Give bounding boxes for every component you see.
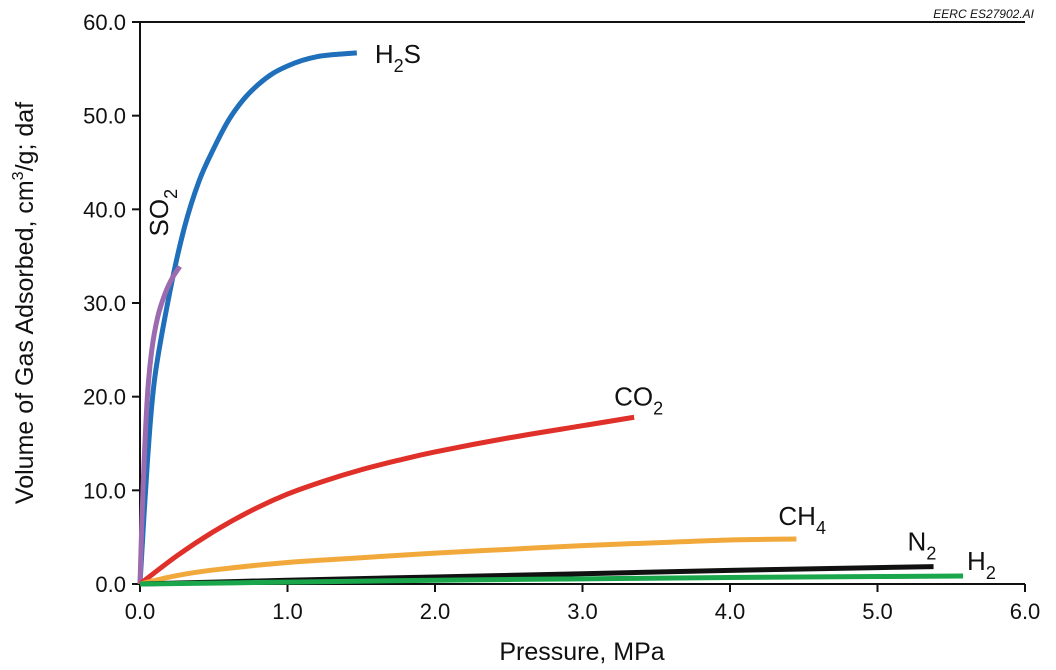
y-axis-title-sup: 3: [10, 171, 27, 180]
credit-label: EERC ES27902.AI: [933, 7, 1034, 21]
x-tick-label: 6.0: [1010, 599, 1041, 624]
y-tick-label: 20.0: [83, 385, 126, 410]
y-tick-label: 10.0: [83, 478, 126, 503]
series-label-so2: SO2: [144, 189, 181, 237]
y-tick-label: 30.0: [83, 291, 126, 316]
y-tick-label: 40.0: [83, 197, 126, 222]
x-axis-title: Pressure, MPa: [499, 638, 664, 666]
x-tick-label: 5.0: [862, 599, 893, 624]
x-tick-label: 0.0: [125, 599, 156, 624]
x-tick-label: 2.0: [420, 599, 451, 624]
x-tick-label: 3.0: [567, 599, 598, 624]
y-tick-label: 0.0: [95, 572, 126, 597]
y-tick-label: 60.0: [83, 10, 126, 35]
series-label-h2: H2: [967, 546, 996, 583]
series-label-ch4: CH4: [778, 501, 826, 538]
series-label-n2: N2: [908, 527, 937, 564]
series-line-h2s: [137, 50, 358, 585]
y-axis-title: Volume of Gas Adsorbed, cm3/g; daf: [10, 102, 39, 504]
x-tick-label: 1.0: [272, 599, 303, 624]
y-axis-title-main: Volume of Gas Adsorbed, cm: [11, 180, 39, 504]
series-label-co2: CO2: [614, 381, 663, 418]
y-axis-title-tail: /g; daf: [11, 102, 39, 172]
y-axis-ticks: 0.0 10.0 20.0 30.0 40.0 50.0 60.0: [83, 10, 140, 597]
series-labels: H2S SO2 CO2 CH4 N2 H2: [144, 39, 996, 583]
series-line-co2: [138, 414, 635, 586]
series-lines: [137, 50, 964, 587]
y-tick-label: 50.0: [83, 104, 126, 129]
series-line-so2: [137, 265, 182, 585]
x-tick-label: 4.0: [715, 599, 746, 624]
x-axis-ticks: 0.0 1.0 2.0 3.0 4.0 5.0 6.0: [125, 584, 1041, 624]
series-line-ch4: [139, 536, 797, 587]
series-label-h2s: H2S: [375, 39, 421, 76]
series-line-h2: [139, 573, 964, 587]
